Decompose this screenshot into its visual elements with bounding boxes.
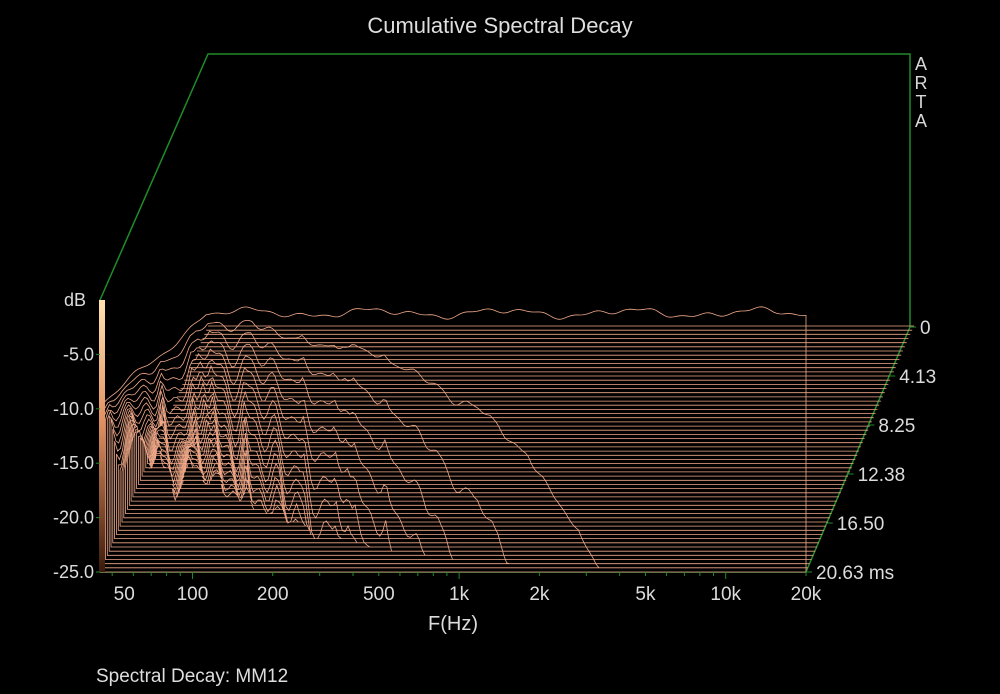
decay-slice	[153, 443, 860, 452]
x-tick-label: 200	[257, 584, 289, 605]
time-tick-label: 12.38	[858, 465, 906, 486]
decay-slice	[143, 440, 850, 473]
x-axis-label: F(Hz)	[428, 613, 478, 635]
watermark-letter: R	[914, 73, 928, 93]
decay-slice	[149, 442, 856, 460]
decay-slice	[151, 452, 858, 456]
x-tick-label: 100	[177, 584, 209, 605]
y-tick-label: -10.0	[53, 399, 94, 419]
x-tick-label: 500	[363, 584, 395, 605]
y-tick-label: -25.0	[53, 562, 94, 582]
x-tick-label: 1k	[449, 584, 470, 605]
x-tick-label: 20k	[791, 584, 822, 605]
y-tick-label: -20.0	[53, 508, 94, 528]
decay-slice	[145, 440, 852, 469]
time-axis: 0 4.13 8.25 12.38 16.50 20.63 ms	[806, 318, 936, 584]
chart-caption: Spectral Decay: MM12	[96, 666, 289, 687]
decay-slices	[99, 306, 914, 573]
x-tick-label: 2k	[529, 584, 550, 605]
colorbar-gradient	[99, 300, 105, 572]
watermark-letter: A	[914, 54, 927, 74]
chart-title: Cumulative Spectral Decay	[367, 13, 633, 38]
time-tick-label: 4.13	[899, 367, 936, 388]
y-axis-label: dB	[64, 290, 86, 310]
time-tick-label: 16.50	[837, 514, 885, 535]
decay-slice	[136, 430, 843, 490]
decay-slice	[137, 435, 845, 485]
time-tick-label: 20.63 ms	[816, 563, 894, 584]
decay-slice	[139, 437, 847, 481]
x-tick-label: 5k	[635, 584, 656, 605]
x-tick-label: 10k	[710, 584, 741, 605]
time-tick-label: 0	[920, 318, 931, 339]
time-tick-label: 8.25	[878, 416, 915, 437]
decay-slice	[147, 449, 854, 465]
x-tick-label: 50	[114, 584, 135, 605]
x-axis: 50 100 200 500 1k 2k 5k 10k 20k F(Hz)	[111, 572, 822, 635]
watermark-letter: T	[915, 92, 927, 112]
watermark-letter: A	[914, 111, 927, 131]
y-tick-label: -15.0	[53, 453, 94, 473]
y-axis: dB -5.0 -10.0 -15.0 -20.0 -25.0	[53, 290, 100, 582]
colorbar	[99, 300, 105, 572]
decay-slice	[141, 435, 849, 477]
y-tick-label: -5.0	[63, 344, 94, 364]
arta-watermark: A R T A	[913, 55, 929, 131]
